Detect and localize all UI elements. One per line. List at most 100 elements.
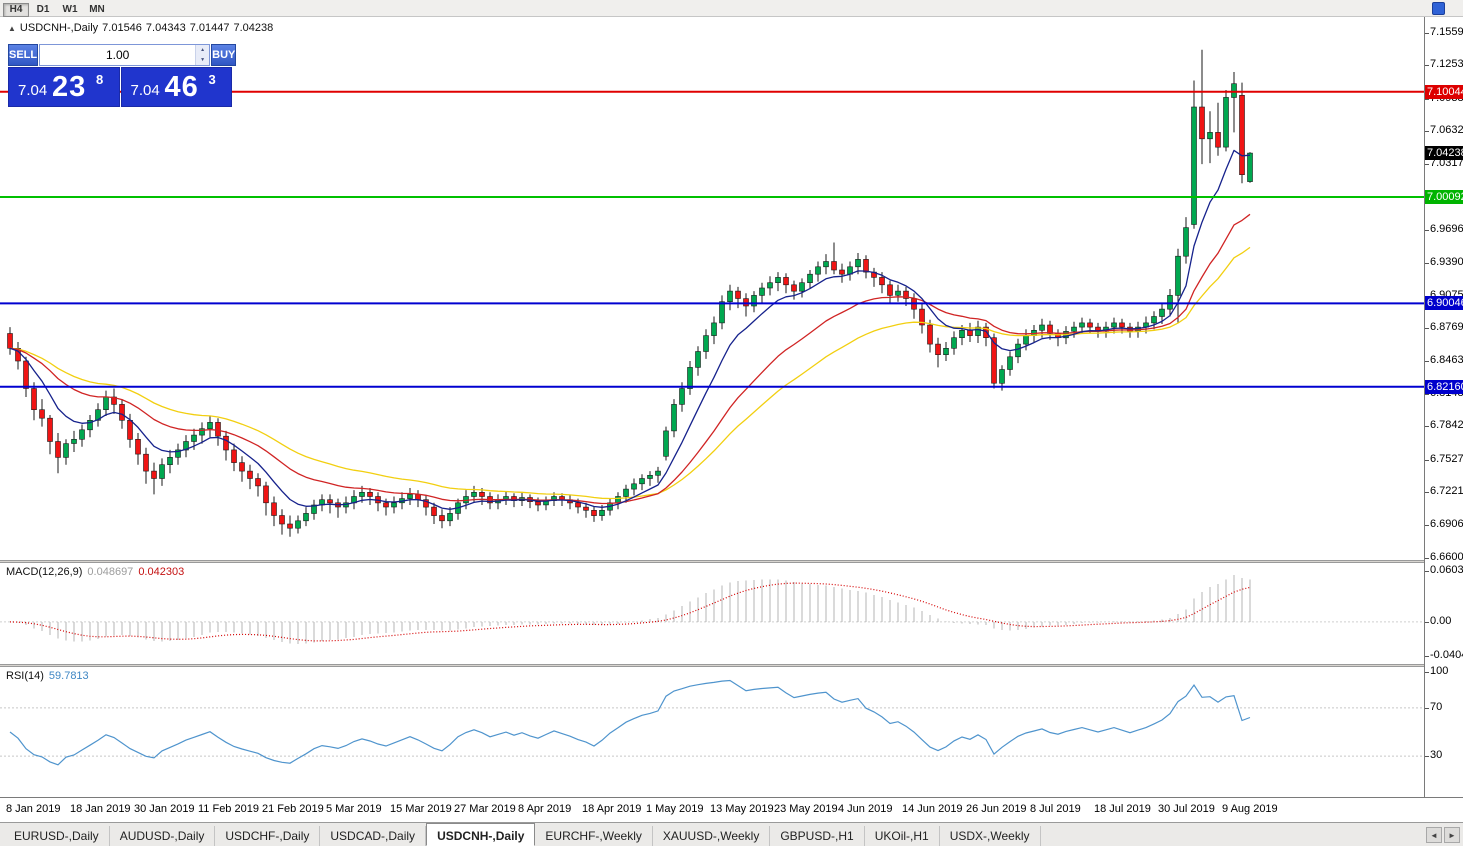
- price-badge: 6.82160: [1425, 380, 1463, 394]
- tab-eurusd-daily[interactable]: EURUSD-,Daily: [4, 826, 110, 846]
- date-label: 14 Jun 2019: [902, 803, 963, 815]
- date-label: 4 Jun 2019: [838, 803, 893, 815]
- date-label: 11 Feb 2019: [198, 803, 259, 815]
- rsi-value: 59.7813: [48, 670, 89, 682]
- sell-price-big: 23: [52, 71, 87, 103]
- date-label: 8 Apr 2019: [518, 803, 572, 815]
- volume-increase-button[interactable]: ▲: [196, 45, 210, 55]
- one-click-toggle-icon[interactable]: ▲: [8, 24, 16, 33]
- sell-button[interactable]: SELL: [8, 44, 39, 66]
- date-label: 5 Mar 2019: [326, 803, 382, 815]
- axis-tickmark: [1425, 622, 1429, 623]
- timeframe-button-d1[interactable]: D1: [30, 3, 56, 17]
- price-badge: 6.90046: [1425, 296, 1463, 310]
- date-label: 1 May 2019: [646, 803, 704, 815]
- tab-usdx-weekly[interactable]: USDX-,Weekly: [940, 826, 1041, 846]
- macd-tick-label: 0.060356: [1430, 564, 1463, 576]
- volume-spinner: ▲ ▼: [195, 45, 210, 65]
- axis-tickmark: [1425, 230, 1429, 231]
- date-axis: 8 Jan 2019 18 Jan 2019 30 Jan 2019 11 Feb 2…: [0, 797, 1463, 822]
- buy-price-base: 7.04: [130, 82, 160, 99]
- chart-symbol-label: USDCNH-,Daily: [19, 22, 99, 34]
- macd-signal-line: [9, 582, 1251, 642]
- buy-price-display[interactable]: 7.04 46 3: [120, 67, 232, 107]
- timeframe-button-mn[interactable]: MN: [84, 3, 110, 17]
- price-tick-label: 7.15590: [1430, 26, 1463, 38]
- axis-tickmark: [1425, 672, 1429, 673]
- timeframe-buttons: H4 D1 W1 MN: [3, 0, 111, 17]
- date-label: 18 Jul 2019: [1094, 803, 1151, 815]
- date-label: 9 Aug 2019: [1222, 803, 1278, 815]
- chart-tabs-bar: EURUSD-,Daily AUDUSD-,Daily USDCHF-,Daily U…: [0, 822, 1463, 846]
- axis-tickmark: [1425, 571, 1429, 572]
- main-chart-canvas[interactable]: [0, 17, 1424, 560]
- pane-separator[interactable]: [0, 560, 1463, 563]
- date-label: 27 Mar 2019: [454, 803, 516, 815]
- timeframe-button-w1[interactable]: W1: [57, 3, 83, 17]
- buy-price-sup: 3: [208, 72, 216, 87]
- price-tick-label: 6.72210: [1430, 485, 1463, 497]
- axis-tickmark: [1425, 361, 1429, 362]
- price-tick-label: 6.93900: [1430, 256, 1463, 268]
- axis-tickmark: [1425, 33, 1429, 34]
- window-icon[interactable]: [1432, 2, 1445, 15]
- date-label: 21 Feb 2019: [262, 803, 324, 815]
- axis-tickmark: [1425, 558, 1429, 559]
- macd-name: MACD(12,26,9): [6, 566, 83, 578]
- macd-tick-label: 0.00: [1430, 615, 1452, 627]
- horizontal-lines-layer[interactable]: [0, 90, 1424, 388]
- macd-signal-value: 0.042303: [138, 566, 185, 578]
- tab-eurchf-weekly[interactable]: EURCHF-,Weekly: [535, 826, 653, 846]
- price-axis: 7.155907.125307.093807.063207.031706.969…: [1424, 17, 1463, 797]
- axis-tickmark: [1425, 756, 1429, 757]
- volume-box: ▲ ▼: [39, 44, 211, 66]
- chart-ohlc-header: ▲ USDCNH-,Daily 7.01546 7.04343 7.01447 7.042…: [8, 22, 277, 34]
- axis-tickmark: [1425, 164, 1429, 165]
- rsi-tick-label: 70: [1430, 701, 1443, 713]
- date-label: 15 Mar 2019: [390, 803, 452, 815]
- buy-button[interactable]: BUY: [211, 44, 237, 66]
- price-tick-label: 6.84630: [1430, 354, 1463, 366]
- tab-usdcad-daily[interactable]: USDCAD-,Daily: [320, 826, 427, 846]
- timeframe-toolbar: H4 D1 W1 MN: [0, 0, 1463, 17]
- price-tick-label: 6.75270: [1430, 453, 1463, 465]
- date-label: 13 May 2019: [710, 803, 774, 815]
- tab-audusd-daily[interactable]: AUDUSD-,Daily: [110, 826, 216, 846]
- tab-xauusd-weekly[interactable]: XAUUSD-,Weekly: [653, 826, 771, 846]
- tabs-scroll-right-button[interactable]: ►: [1444, 827, 1460, 843]
- tab-usdcnh-daily[interactable]: USDCNH-,Daily: [426, 823, 536, 846]
- sell-price-base: 7.04: [18, 82, 48, 99]
- macd-canvas[interactable]: [0, 563, 1424, 664]
- trade-panel-prices: 7.04 23 8 7.04 46 3: [8, 67, 232, 107]
- rsi-name: RSI(14): [6, 670, 44, 682]
- buy-price-big: 46: [164, 71, 199, 103]
- axis-tickmark: [1425, 394, 1429, 395]
- tab-gbpusd-h1[interactable]: GBPUSD-,H1: [770, 826, 865, 846]
- sell-price-display[interactable]: 7.04 23 8: [8, 67, 120, 107]
- axis-tickmark: [1425, 263, 1429, 264]
- date-label: 8 Jul 2019: [1030, 803, 1081, 815]
- ohlc-open: 7.01546: [102, 22, 142, 34]
- price-tick-label: 6.87690: [1430, 321, 1463, 333]
- tabs-scroll-left-button[interactable]: ◄: [1426, 827, 1442, 843]
- rsi-tick-label: 30: [1430, 749, 1443, 761]
- pane-separator[interactable]: [0, 664, 1463, 667]
- macd-tick-label: -0.040416: [1430, 649, 1463, 661]
- rsi-canvas[interactable]: [0, 667, 1424, 797]
- price-badge: 7.04238: [1425, 146, 1463, 160]
- volume-input[interactable]: [40, 45, 196, 65]
- chart-tabs: EURUSD-,Daily AUDUSD-,Daily USDCHF-,Daily U…: [0, 823, 1463, 846]
- volume-decrease-button[interactable]: ▼: [196, 55, 210, 65]
- macd-histogram: [17, 575, 1251, 644]
- price-badge: 7.00092: [1425, 190, 1463, 204]
- axis-tickmark: [1425, 65, 1429, 66]
- tab-usdchf-daily[interactable]: USDCHF-,Daily: [215, 826, 321, 846]
- one-click-trading-panel: SELL ▲ ▼ BUY 7.04 23 8 7.04: [8, 44, 237, 107]
- ohlc-low: 7.01447: [189, 22, 230, 34]
- ma-lines-layer: [9, 149, 1251, 510]
- price-tick-label: 6.69060: [1430, 518, 1463, 530]
- date-label: 30 Jul 2019: [1158, 803, 1215, 815]
- timeframe-button-h4[interactable]: H4: [3, 3, 29, 17]
- tab-ukoil-h1[interactable]: UKOil-,H1: [865, 826, 940, 846]
